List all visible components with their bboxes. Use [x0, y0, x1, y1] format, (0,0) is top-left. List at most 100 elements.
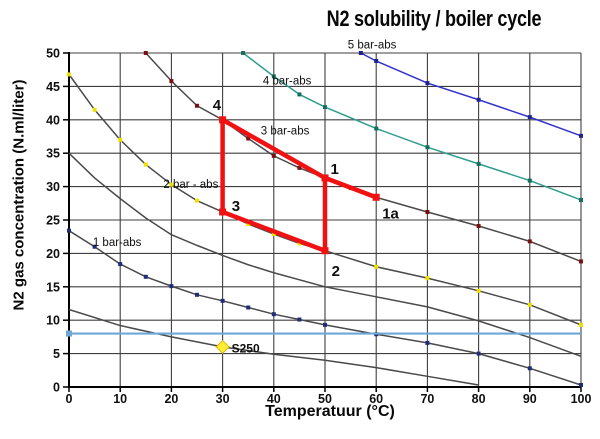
curve-marker-4-bar-abs — [476, 161, 481, 166]
curve-marker-5-bar-abs — [374, 59, 379, 64]
y-tick-label-0: 0 — [53, 381, 60, 395]
curve-marker-4-bar-abs — [579, 197, 583, 202]
curve-label-1-bar-abs: 1 bar-abs — [93, 237, 142, 249]
x-tick-label-10: 10 — [113, 392, 127, 406]
y-tick-label-5: 5 — [53, 347, 60, 361]
curve-marker-4-bar-abs — [527, 178, 532, 183]
curve-marker-2-bar-abs — [425, 276, 430, 281]
curve-marker-1-bar-abs — [476, 351, 481, 356]
x-tick-label-90: 90 — [523, 392, 537, 406]
y-tick-label-35: 35 — [46, 147, 60, 161]
curve-marker-4-bar-abs — [297, 92, 302, 97]
y-tick-label-25: 25 — [46, 214, 60, 228]
y-axis-title: N2 gas concentration (N.ml/liter) — [10, 79, 28, 311]
curve-marker-5-bar-abs — [476, 97, 481, 102]
curve-marker-2-bar-abs — [143, 162, 148, 167]
y-tick-label-15: 15 — [46, 280, 60, 294]
curve-marker-1-bar-abs — [271, 312, 276, 317]
x-tick-label-70: 70 — [420, 392, 434, 406]
cycle-edge-3-2 — [219, 209, 328, 254]
curve-marker-1-bar-abs — [92, 244, 97, 249]
curve-marker-3-bar-abs — [169, 79, 174, 84]
curve-marker-4-bar-abs — [241, 51, 246, 55]
curve-marker-1-bar-abs — [323, 322, 327, 327]
cycle-vertex-label-1: 1 — [331, 161, 339, 178]
curve-marker-2-bar-abs — [67, 72, 71, 77]
y-tick-label-10: 10 — [46, 314, 60, 328]
x-tick-label-50: 50 — [318, 392, 332, 406]
cycle-vertex-3 — [219, 208, 227, 216]
cycle-vertex-2 — [321, 247, 329, 255]
curve-marker-2-bar-abs — [92, 107, 97, 112]
cycle-vertex-4 — [219, 116, 227, 124]
curve-unlabeled-lower-curve — [68, 308, 479, 386]
curve-marker-4-bar-abs — [323, 105, 327, 110]
curve-marker-4-bar-abs — [271, 74, 276, 79]
s250-marker — [215, 339, 230, 354]
curve-marker-1-bar-abs — [220, 298, 225, 303]
y-tick-label-40: 40 — [46, 113, 60, 127]
s250-label: S250 — [232, 341, 260, 355]
curve-marker-2-bar-abs — [169, 182, 174, 187]
curve-marker-3-bar-abs — [271, 153, 276, 158]
curve-marker-3-bar-abs — [246, 136, 251, 141]
y-tick-label-45: 45 — [46, 80, 60, 94]
curve-label-3-bar-abs: 3 bar-abs — [261, 125, 310, 137]
x-tick-label-100: 100 — [571, 392, 592, 406]
curve-marker-2-bar-abs — [374, 264, 379, 269]
curve-label-2-bar-abs: 2 bar - abs — [163, 179, 218, 191]
cycle-vertex-1a — [372, 193, 380, 201]
x-tick-label-0: 0 — [66, 392, 73, 406]
curve-marker-3-bar-abs — [297, 165, 302, 170]
cycle-edge-4-1 — [219, 116, 329, 181]
cycle-edge-1-1a — [322, 175, 380, 201]
y-tick-label-20: 20 — [46, 247, 60, 261]
curve-marker-1-bar-abs — [527, 366, 532, 371]
curve-marker-3-bar-abs — [425, 209, 430, 214]
curve-marker-3-bar-abs — [579, 259, 583, 264]
curve-marker-4-bar-abs — [374, 126, 379, 131]
curve-marker-2-bar-abs — [579, 322, 583, 327]
curve-marker-1-bar-abs — [579, 382, 583, 387]
cycle-vertex-label-3: 3 — [232, 198, 240, 215]
curve-marker-1-bar-abs — [67, 228, 71, 233]
curve-marker-5-bar-abs — [579, 133, 583, 138]
y-tick-label-50: 50 — [46, 47, 60, 61]
curve-marker-2-bar-abs — [118, 137, 123, 142]
curve-marker-4-bar-abs — [425, 145, 430, 150]
curve-label-5-bar-abs: 5 bar-abs — [348, 39, 397, 51]
curve-unlabeled-middle-curve — [68, 152, 582, 357]
curve-marker-5-bar-abs — [425, 81, 430, 86]
curve-marker-2-bar-abs — [476, 288, 481, 293]
curve-marker-1-bar-abs — [425, 340, 430, 345]
curve-label-4-bar-abs: 4 bar-abs — [263, 75, 312, 87]
curve-marker-1-bar-abs — [297, 317, 302, 322]
curve-5-bar-abs — [360, 52, 582, 137]
x-axis-title: Temperatuur (°C) — [265, 403, 395, 420]
curve-marker-1-bar-abs — [143, 274, 148, 279]
x-tick-label-60: 60 — [369, 392, 383, 406]
cycle-vertex-1 — [321, 174, 329, 182]
curve-3-bar-abs — [145, 52, 582, 263]
curve-marker-5-bar-abs — [358, 51, 363, 55]
curve-marker-3-bar-abs — [476, 224, 481, 229]
x-tick-label-40: 40 — [267, 392, 281, 406]
curve-marker-2-bar-abs — [527, 302, 532, 307]
curve-marker-1-bar-abs — [195, 292, 199, 297]
y-tick-label-30: 30 — [46, 180, 60, 194]
cycle-vertex-label-2: 2 — [332, 263, 340, 280]
cycle-vertex-label-1a: 1a — [382, 205, 399, 222]
chart-title: N2 solubility / boiler cycle — [326, 6, 542, 31]
x-tick-label-20: 20 — [164, 392, 178, 406]
curve-1-bar-abs — [68, 230, 582, 386]
curve-marker-2-bar-abs — [271, 232, 276, 237]
x-tick-label-80: 80 — [472, 392, 486, 406]
curve-marker-3-bar-abs — [527, 239, 532, 244]
curve-marker-5-bar-abs — [527, 115, 532, 120]
curve-2-bar-abs — [68, 73, 582, 326]
curve-marker-1-bar-abs — [118, 262, 123, 267]
curve-marker-1-bar-abs — [246, 305, 251, 310]
curve-marker-3-bar-abs — [195, 103, 199, 108]
